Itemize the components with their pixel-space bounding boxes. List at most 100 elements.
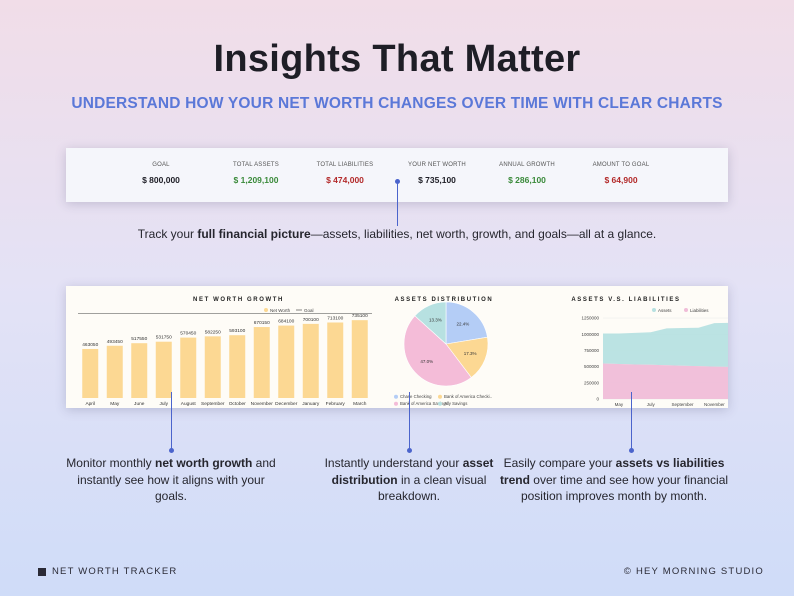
caption-text: —assets, liabilities, net worth, growth,… xyxy=(310,227,657,241)
charts-panel: NET WORTH GROWTH Net Worth Goal 463050 Apri… xyxy=(66,286,728,408)
bar-value-label: 570450 xyxy=(180,331,196,337)
caption-asset-distribution: Instantly understand your asset distribu… xyxy=(300,455,518,505)
page-subtitle: UNDERSTAND HOW YOUR NET WORTH CHANGES OV… xyxy=(71,95,723,112)
caption-text: in a clean visual breakdown. xyxy=(377,472,487,504)
footer-brand: NET WORTH TRACKER xyxy=(38,566,177,577)
connector-line xyxy=(397,182,398,226)
stat-label: AMOUNT TO GOAL xyxy=(592,162,650,168)
x-tick-label: December xyxy=(275,401,298,407)
stat-total-liabilities: TOTAL LIABILITIES $ 474,000 xyxy=(290,162,400,185)
bar xyxy=(131,343,148,398)
chart-title-assets-vs-liabilities: ASSETS V.S. LIABILITIES xyxy=(571,297,681,303)
x-tick-label: July xyxy=(647,402,656,407)
caption-bold: asset distribution xyxy=(331,456,494,487)
legend-label: Goal xyxy=(304,308,314,313)
bar xyxy=(229,335,246,398)
liabilities-area xyxy=(603,363,728,399)
square-icon xyxy=(38,567,46,576)
x-tick-label: January xyxy=(302,401,320,407)
legend-label: Ally Savings xyxy=(444,401,467,406)
chart-title-assets-distribution: ASSETS DISTRIBUTION xyxy=(394,297,494,303)
bar xyxy=(204,336,221,398)
pie-slice xyxy=(445,301,488,345)
caption-text: over time and see how your financial pos… xyxy=(520,472,729,504)
caption-text: Easily compare your xyxy=(503,456,616,470)
pie-slice-label: 17.3% xyxy=(464,351,477,356)
caption-bold: net worth growth xyxy=(155,456,253,470)
pie-slice xyxy=(414,301,447,345)
connector-dot xyxy=(407,448,412,453)
net-worth-growth-chart: Net Worth Goal 463050 April 493450 May 517550 J… xyxy=(78,308,372,407)
caption-assets-vs-liabilities: Easily compare your assets vs liabilitie… xyxy=(488,455,740,505)
y-tick-label: 1250000 xyxy=(581,316,599,321)
bar-value-label: 713100 xyxy=(327,315,343,321)
pie-slice xyxy=(445,336,489,378)
legend-label: Chase Checking xyxy=(400,394,432,399)
legend-swatch xyxy=(394,401,398,406)
bar xyxy=(82,348,99,398)
caption-net-worth-growth: Monitor monthly net worth growth and ins… xyxy=(66,455,276,505)
stat-net-worth: YOUR NET WORTH $ 735,100 xyxy=(382,162,492,185)
connector-dot xyxy=(169,448,174,453)
bar xyxy=(155,341,172,398)
legend-swatch xyxy=(438,401,442,406)
legend-swatch xyxy=(394,394,398,399)
connector-line xyxy=(631,392,632,450)
legend-swatch-liabilities xyxy=(684,308,688,312)
x-tick-label: June xyxy=(134,401,145,407)
x-tick-label: July xyxy=(159,401,168,407)
bar xyxy=(180,337,197,398)
stat-goal: GOAL $ 800,000 xyxy=(106,162,216,185)
bar-value-label: 493450 xyxy=(107,339,123,345)
bar-value-label: 582250 xyxy=(205,329,221,335)
pie-slice-label: 13.3% xyxy=(429,318,442,323)
stat-value: $ 800,000 xyxy=(142,175,180,185)
connector-dot xyxy=(395,179,400,184)
y-tick-label: 500000 xyxy=(584,364,600,369)
legend-label: Bank of America Savings xyxy=(400,401,448,406)
assets-area xyxy=(603,322,728,367)
bar xyxy=(278,325,295,398)
bar xyxy=(351,320,368,398)
x-tick-label: November xyxy=(704,402,725,407)
footer-copyright: © HEY MORNING STUDIO xyxy=(623,566,764,577)
connector-line xyxy=(409,392,410,450)
x-tick-label: October xyxy=(229,401,246,407)
y-tick-label: 1000000 xyxy=(581,332,599,337)
x-tick-label: September xyxy=(672,402,695,407)
stat-annual-growth: ANNUAL GROWTH $ 286,100 xyxy=(472,162,582,185)
x-tick-label: May xyxy=(110,401,120,407)
bar xyxy=(253,327,270,398)
stat-label: YOUR NET WORTH xyxy=(408,162,466,168)
pie-slice-label: 47.0% xyxy=(420,359,433,364)
x-tick-label: November xyxy=(251,401,274,407)
x-tick-label: August xyxy=(181,401,197,407)
caption-text: and instantly see how it aligns with you… xyxy=(77,456,276,503)
y-tick-label: 250000 xyxy=(584,380,600,385)
stat-label: TOTAL LIABILITIES xyxy=(316,162,374,168)
legend-swatch xyxy=(438,394,442,399)
caption-text: Monitor monthly xyxy=(66,456,155,470)
stat-value: $ 286,100 xyxy=(508,175,546,185)
y-tick-label: 0 xyxy=(596,397,599,402)
bar-value-label: 684100 xyxy=(278,319,294,325)
x-tick-label: February xyxy=(326,401,346,407)
stat-total-assets: TOTAL ASSETS $ 1,209,100 xyxy=(201,162,311,185)
legend-label: Liabilities xyxy=(690,308,709,313)
bar xyxy=(327,322,344,398)
pie-slice xyxy=(403,315,472,387)
assets-vs-liabilities-chart: Assets Liabilities 1250000 1000000 750000 500… xyxy=(581,308,728,407)
y-tick-label: 750000 xyxy=(584,348,600,353)
x-tick-label: May xyxy=(615,402,624,407)
bar-value-label: 593100 xyxy=(229,328,245,334)
pie-slice-label: 22.4% xyxy=(456,322,469,327)
caption-top: Track your full financial picture—assets… xyxy=(0,227,794,241)
bar-value-label: 735100 xyxy=(352,313,368,319)
stat-value: $ 1,209,100 xyxy=(233,175,279,185)
connector-line xyxy=(171,392,172,450)
bar-value-label: 531750 xyxy=(156,335,172,341)
bar-value-label: 463050 xyxy=(82,342,98,348)
caption-bold: full financial picture xyxy=(197,227,311,241)
bar xyxy=(302,323,319,398)
caption-bold: assets vs liabilities trend xyxy=(499,456,725,487)
